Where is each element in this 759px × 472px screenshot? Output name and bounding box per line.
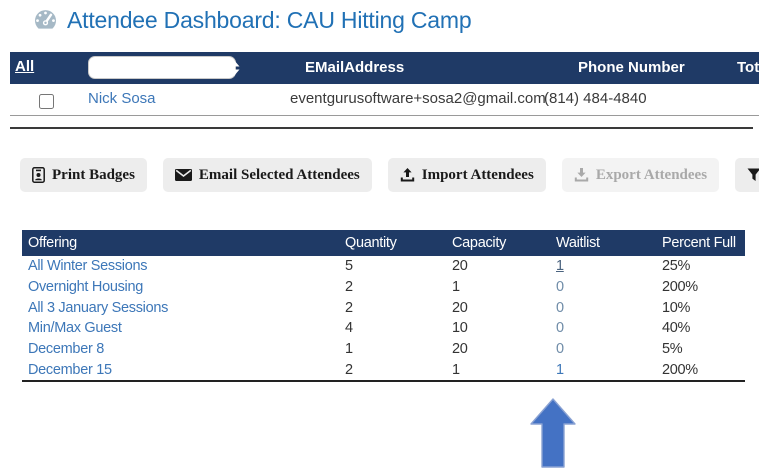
capacity-cell: 20: [452, 341, 468, 358]
column-header-total: Total: [737, 59, 759, 76]
attendee-row: Nick Sosa eventgurusoftware+sosa2@gmail.…: [10, 84, 759, 116]
offering-link[interactable]: Overnight Housing: [28, 279, 143, 296]
capacity-cell: 20: [452, 299, 468, 316]
download-icon: [574, 167, 589, 181]
offerings-table: Offering Quantity Capacity Waitlist Perc…: [22, 230, 745, 383]
export-attendees-label: Export Attendees: [595, 166, 708, 183]
up-arrow-annotation: [530, 398, 576, 468]
capacity-cell: 20: [452, 258, 468, 275]
offering-row: Min/Max Guest 4 10 0 40%: [22, 318, 745, 339]
percent-full-cell: 40%: [662, 320, 691, 337]
column-header-phone: Phone Number: [578, 59, 685, 76]
percent-full-cell: 200%: [662, 279, 698, 296]
offering-link[interactable]: December 15: [28, 361, 112, 378]
offering-link[interactable]: All Winter Sessions: [28, 258, 148, 275]
upload-icon: [400, 167, 414, 181]
print-badges-button[interactable]: Print Badges: [20, 158, 147, 192]
column-header-offering: Offering: [28, 235, 77, 251]
offering-link[interactable]: December 8: [28, 341, 104, 358]
quantity-cell: 2: [345, 299, 353, 316]
print-badges-label: Print Badges: [52, 166, 135, 183]
offering-link[interactable]: All 3 January Sessions: [28, 299, 169, 316]
column-header-capacity: Capacity: [452, 235, 507, 251]
waitlist-cell: 0: [556, 279, 564, 296]
attendee-search-input[interactable]: [88, 56, 236, 79]
percent-full-cell: 25%: [662, 258, 691, 275]
tachometer-icon: [31, 9, 60, 33]
offering-row: All Winter Sessions 5 20 1 25%: [22, 256, 745, 277]
capacity-cell: 10: [452, 320, 468, 337]
attendee-table-header: All EMailAddress Phone Number Total: [10, 52, 759, 84]
column-header-email: EMailAddress: [305, 59, 405, 76]
attendee-table: All EMailAddress Phone Number Total Nick…: [10, 52, 759, 116]
attendee-phone: (814) 484-4840: [544, 90, 647, 107]
all-link[interactable]: All: [15, 58, 35, 75]
id-badge-icon: [32, 167, 45, 183]
filter-icon: [747, 168, 759, 181]
export-attendees-button: Export Attendees: [561, 158, 720, 192]
import-attendees-label: Import Attendees: [421, 166, 534, 183]
page-title: Attendee Dashboard: CAU Hitting Camp: [67, 7, 472, 33]
attendee-email: eventgurusoftware+sosa2@gmail.com: [290, 90, 546, 107]
offering-link[interactable]: Min/Max Guest: [28, 320, 122, 337]
percent-full-cell: 200%: [662, 361, 698, 378]
capacity-cell: 1: [452, 279, 460, 296]
offering-row: All 3 January Sessions 2 20 0 10%: [22, 297, 745, 318]
page-header: Attendee Dashboard: CAU Hitting Camp: [31, 7, 472, 34]
quantity-cell: 1: [345, 341, 353, 358]
column-header-quantity: Quantity: [345, 235, 397, 251]
section-divider: [10, 127, 753, 129]
column-header-waitlist: Waitlist: [556, 235, 600, 251]
waitlist-link[interactable]: 1: [556, 258, 564, 275]
quantity-cell: 2: [345, 279, 353, 296]
waitlist-link[interactable]: 1: [556, 361, 564, 378]
percent-full-cell: 5%: [662, 341, 683, 358]
offerings-table-header: Offering Quantity Capacity Waitlist Perc…: [22, 230, 745, 256]
offering-row: Overnight Housing 2 1 0 200%: [22, 277, 745, 298]
email-selected-attendees-label: Email Selected Attendees: [198, 166, 360, 183]
quantity-cell: 4: [345, 320, 353, 337]
remove-filter-button[interactable]: Remove F: [735, 158, 759, 192]
offering-row: December 8 1 20 0 5%: [22, 339, 745, 360]
sort-icon[interactable]: [228, 60, 240, 76]
quantity-cell: 5: [345, 258, 353, 275]
toolbar: Print Badges Email Selected Attendees Im…: [20, 158, 759, 192]
waitlist-cell: 0: [556, 320, 564, 337]
column-header-percent-full: Percent Full: [662, 235, 736, 251]
import-attendees-button[interactable]: Import Attendees: [387, 158, 546, 192]
waitlist-cell: 0: [556, 341, 564, 358]
percent-full-cell: 10%: [662, 299, 691, 316]
waitlist-cell: 0: [556, 299, 564, 316]
offering-row: December 15 2 1 1 200%: [22, 359, 745, 380]
envelope-icon: [174, 169, 192, 181]
attendee-checkbox[interactable]: [39, 94, 54, 109]
quantity-cell: 2: [345, 361, 353, 378]
email-selected-attendees-button[interactable]: Email Selected Attendees: [162, 158, 372, 192]
attendee-name-link[interactable]: Nick Sosa: [88, 90, 156, 107]
capacity-cell: 1: [452, 361, 460, 378]
